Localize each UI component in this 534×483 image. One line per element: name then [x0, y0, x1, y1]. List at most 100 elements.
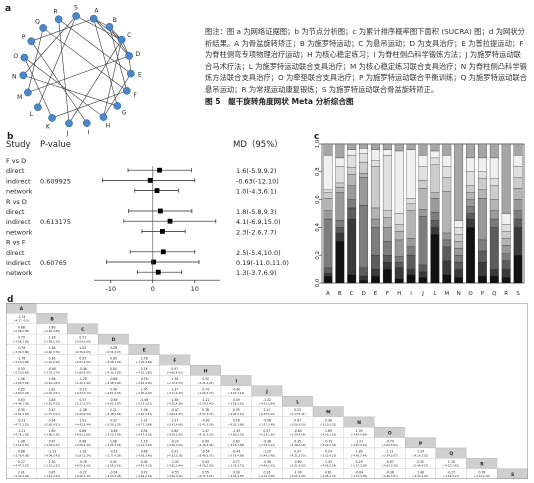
forest-header-study: Study — [6, 140, 31, 150]
sucra-segment-E-3 — [371, 227, 380, 256]
league-cell-md-7-6: 0.52 — [202, 377, 209, 381]
league-blank-2-7 — [220, 323, 252, 335]
league-blank-4-9 — [282, 344, 314, 355]
league-cell-ci-16-2: (-4.41,3.32) — [75, 474, 91, 478]
league-cell-md-16-6: 0.55 — [202, 470, 209, 474]
sucra-y-tick-label-2: 0.4 — [315, 223, 321, 232]
node-J — [65, 119, 73, 128]
sucra-segment-C-5 — [347, 174, 357, 186]
node-label-J: J — [66, 130, 69, 137]
league-cell-ci-10-5: (-3.62,4.33) — [167, 412, 183, 416]
league-blank-11-13 — [405, 416, 436, 428]
sucra-y-tick-label-4: 0.8 — [315, 167, 321, 176]
league-cell-ci-13-1: (-4.09,3.27) — [44, 443, 60, 447]
league-cell-ci-11-8: (-3.57,3.48) — [259, 422, 275, 426]
sucra-segment-J-3 — [418, 216, 428, 266]
sucra-segment-M-2 — [442, 246, 452, 261]
league-cell-ci-7-0: (-3.82,3.64) — [13, 381, 29, 385]
panel-label-c: c — [314, 132, 320, 142]
forest-point-1-0 — [157, 208, 163, 214]
sucra-segment-C-8 — [347, 149, 357, 156]
league-cell-ci-14-8: (-3.44,3.48) — [259, 453, 275, 457]
league-blank-12-16 — [497, 427, 528, 438]
league-cell-md-6-3: 0.80 — [110, 367, 117, 371]
league-cell-md-8-5: 1.37 — [171, 388, 178, 392]
league-cell-ci-10-7: (-4.46,3.51) — [228, 412, 244, 416]
league-cell-ci-5-1: (-1.20,2.90) — [44, 360, 60, 364]
sucra-x-label-P: P — [481, 291, 485, 297]
league-cell-ci-11-9: (-3.06,4.00) — [290, 422, 306, 426]
league-cell-ci-5-0: (-3.10,3.69) — [13, 360, 29, 364]
league-blank-0-7 — [220, 303, 252, 314]
league-cell-md-16-15: 0.78 — [478, 470, 485, 474]
sucra-segment-E-1 — [371, 268, 380, 277]
league-cell-md-12-0: -1.21 — [17, 429, 25, 433]
league-blank-7-12 — [374, 375, 406, 386]
sucra-segment-D-1 — [359, 275, 369, 281]
league-cell-md-14-6: -0.54 — [202, 450, 210, 454]
league-cell-ci-14-1: (-4.04,3.43) — [44, 453, 60, 457]
league-cell-ci-15-13: (-3.44,4.57) — [413, 464, 429, 468]
league-cell-ci-15-1: (-3.52,3.32) — [44, 464, 60, 468]
league-cell-md-12-8: 0.57 — [264, 429, 271, 433]
sucra-segment-P-4 — [477, 198, 487, 241]
sucra-segment-P-0 — [477, 275, 487, 284]
sucra-segment-J-1 — [418, 271, 428, 278]
league-blank-5-11 — [343, 354, 375, 366]
node-label-L: L — [30, 111, 34, 118]
league-cell-md-9-3: -0.58 — [109, 398, 117, 402]
league-cell-md-5-3: 0.60 — [110, 356, 117, 360]
forest-x-tick-label-0: -10 — [105, 285, 116, 293]
sucra-segment-N-4 — [454, 248, 464, 256]
sucra-segment-E-7 — [371, 160, 380, 167]
league-cell-ci-11-7: (-4.05,3.66) — [228, 422, 244, 426]
sucra-segment-S-8 — [513, 154, 523, 167]
league-cell-ci-16-5: (-3.40,3.52) — [167, 474, 183, 478]
league-blank-6-9 — [282, 365, 314, 376]
league-cell-md-16-10: 0.61 — [325, 470, 332, 474]
league-blank-0-16 — [497, 303, 528, 314]
league-cell-ci-9-6: (-3.54,3.40) — [198, 402, 214, 406]
league-cell-ci-9-4: (-4.13,3.61) — [136, 402, 152, 406]
node-label-S: S — [74, 5, 78, 12]
league-cell-md-8-2: -0.12 — [79, 388, 87, 392]
sucra-segment-Q-9 — [489, 143, 499, 159]
league-blank-10-12 — [374, 406, 406, 417]
sucra-segment-I-9 — [406, 143, 416, 150]
league-cell-ci-10-3: (-3.38,4.64) — [106, 412, 122, 416]
league-cell-ci-5-3: (-3.98,4.93) — [106, 360, 122, 364]
league-blank-11-15 — [466, 416, 498, 428]
sucra-segment-R-0 — [501, 277, 511, 284]
league-blank-8-10 — [313, 385, 344, 397]
league-blank-9-14 — [435, 396, 467, 407]
edge-A-P — [31, 18, 94, 42]
sucra-segment-E-4 — [371, 218, 380, 228]
league-cell-ci-15-7: (-3.79,3.71) — [228, 464, 244, 468]
league-blank-3-15 — [466, 334, 498, 345]
league-blank-0-13 — [405, 303, 436, 314]
node-D — [125, 52, 133, 60]
league-cell-md-16-8: 0.16 — [264, 470, 271, 474]
league-cell-md-12-3: -0.46 — [109, 429, 117, 433]
league-cell-md-11-10: 0.38 — [325, 419, 332, 423]
league-cell-md-16-13: 1.48 — [417, 470, 424, 474]
node-N — [19, 71, 28, 80]
sucra-x-label-I: I — [410, 291, 412, 297]
league-cell-ci-9-2: (-2.17,3.07) — [75, 402, 91, 406]
league-cell-md-6-1: -0.60 — [48, 367, 56, 371]
sucra-segment-M-0 — [442, 274, 452, 284]
forest-md-2-1: 0.19(-11.0,11.0) — [236, 259, 289, 267]
forest-group-title-2: R vs F — [6, 239, 26, 247]
league-blank-3-6 — [190, 334, 221, 345]
league-blank-4-12 — [374, 344, 406, 355]
sucra-segment-L-6 — [430, 164, 440, 193]
forest-row-label-0-1: indirect — [6, 177, 31, 185]
league-blank-6-16 — [497, 365, 528, 376]
node-label-G: G — [122, 109, 127, 116]
edge-L-S — [37, 15, 77, 108]
league-cell-md-7-4: 0.78 — [141, 377, 148, 381]
league-blank-3-9 — [282, 334, 314, 345]
league-cell-md-13-4: 1.15 — [141, 439, 148, 443]
league-cell-md-3-1: 1.28 — [49, 336, 56, 340]
forest-md-1-1: 4.1(-6.9,15.0) — [236, 218, 281, 226]
